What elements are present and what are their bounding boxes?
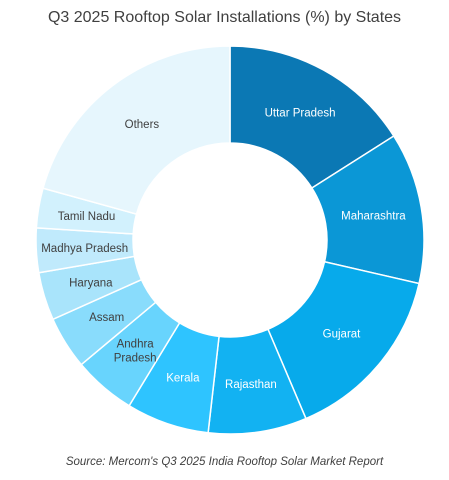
slice-uttar-pradesh xyxy=(229,45,395,190)
slice-label-maharashtra: Maharashtra xyxy=(341,210,406,222)
slice-label-gujarat: Gujarat xyxy=(323,328,362,340)
slice-label-assam: Assam xyxy=(89,312,124,324)
slice-label-kerala: Kerala xyxy=(166,373,200,385)
slice-others xyxy=(42,45,231,216)
source-note: Source: Mercom's Q3 2025 India Rooftop S… xyxy=(65,456,384,468)
slice-label-andhra-pradesh: Andhra Pradesh xyxy=(114,338,157,364)
slice-label-tamil-nadu: Tamil Nadu xyxy=(58,211,116,223)
slice-label-haryana: Haryana xyxy=(69,277,113,289)
slice-label-rajasthan: Rajasthan xyxy=(225,379,277,391)
chart-title: Q3 2025 Rooftop Solar Installations (%) … xyxy=(47,9,402,26)
slice-label-madhya-pradesh: Madhya Pradesh xyxy=(41,243,128,255)
slice-label-others: Others xyxy=(125,119,160,131)
donut-chart: Uttar Pradesh Maharashtra Gujarat Rajasthan… xyxy=(35,45,425,435)
slice-label-uttar-pradesh: Uttar Pradesh xyxy=(265,107,336,119)
